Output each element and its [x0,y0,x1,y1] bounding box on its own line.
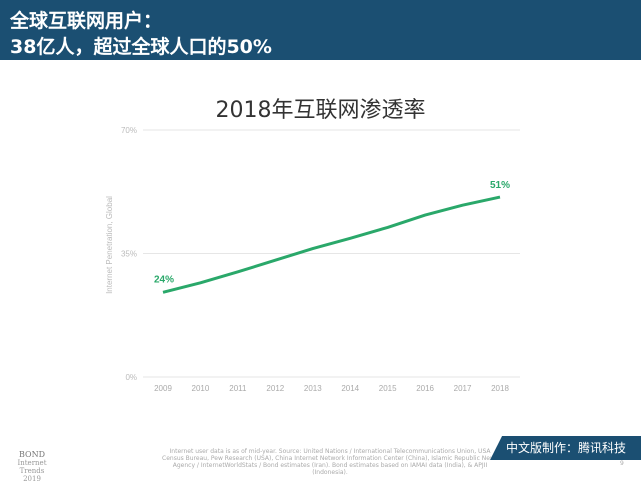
header-bar: 全球互联网用户： 38亿人，超过全球人口的50% [0,0,641,60]
header-line-2: 38亿人，超过全球人口的50% [10,36,272,58]
x-tick-label: 2016 [416,384,434,393]
x-tick-label: 2013 [304,384,322,393]
x-tick-label: 2017 [454,384,472,393]
brand-line-2: Internet Trends [17,459,47,475]
tencent-badge: 中文版制作：腾讯科技 [490,436,641,460]
data-label-first: 24% [154,274,174,285]
y-tick-label: 35% [121,250,137,259]
x-tick-label: 2014 [341,384,359,393]
x-tick-label: 2011 [229,384,247,393]
x-tick-label: 2012 [266,384,284,393]
brand-line-1: BOND [19,450,45,459]
source-note: Internet user data is as of mid-year. So… [162,448,498,476]
y-tick-label: 70% [121,126,137,135]
x-tick-label: 2009 [154,384,172,393]
x-tick-label: 2018 [491,384,509,393]
page-number: 9 [620,460,624,467]
bond-logo: BOND Internet Trends 2019 [8,451,56,483]
x-tick-label: 2015 [379,384,397,393]
brand-line-3: 2019 [23,475,41,483]
y-axis-label: Internet Penetration, Global [105,196,114,294]
y-tick-label: 0% [125,373,137,382]
data-label-last: 51% [490,180,510,191]
header-line-1: 全球互联网用户： [10,10,163,32]
chart-title: 2018年互联网渗透率 [215,98,426,123]
x-tick-label: 2010 [192,384,210,393]
series-line [162,195,501,294]
